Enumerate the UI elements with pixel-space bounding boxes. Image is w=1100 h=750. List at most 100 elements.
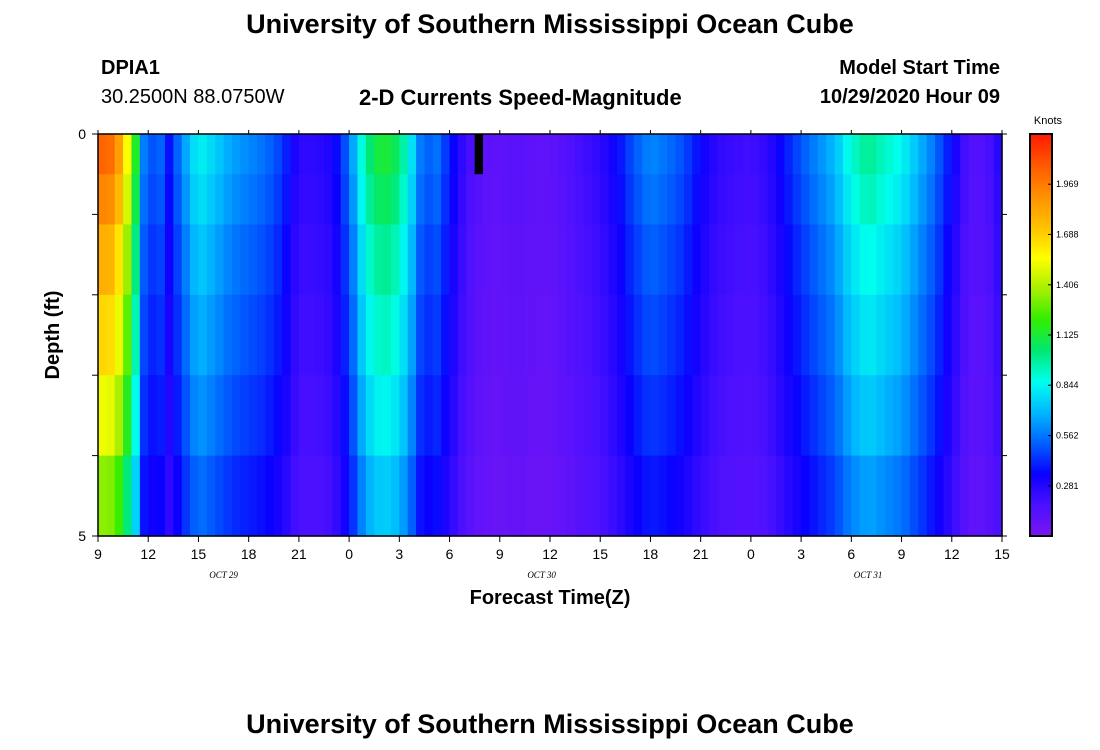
heatmap-cell bbox=[390, 375, 400, 457]
heatmap-cell bbox=[114, 455, 124, 537]
heatmap-cell bbox=[491, 375, 501, 457]
heatmap-cell bbox=[742, 134, 752, 175]
heatmap-cell bbox=[826, 134, 836, 175]
heatmap-cell bbox=[307, 455, 317, 537]
colorbar-swatch bbox=[1030, 443, 1052, 447]
colorbar-swatch bbox=[1030, 477, 1052, 481]
colorbar-swatch bbox=[1030, 200, 1052, 203]
heatmap-cell bbox=[725, 174, 735, 226]
heatmap-cell bbox=[240, 174, 250, 226]
heatmap-cell bbox=[466, 375, 476, 457]
colorbar-swatch bbox=[1030, 431, 1052, 435]
heatmap-cell bbox=[164, 224, 174, 296]
colorbar-swatch bbox=[1030, 154, 1052, 157]
heatmap-cell bbox=[667, 174, 677, 226]
heatmap-cell bbox=[374, 294, 384, 376]
heatmap-cell bbox=[474, 134, 484, 175]
heatmap-cell bbox=[809, 174, 819, 226]
heatmap-cell bbox=[231, 174, 241, 226]
colorbar-swatch bbox=[1030, 170, 1052, 173]
heatmap-cell bbox=[156, 455, 166, 537]
colorbar-swatch bbox=[1030, 411, 1052, 414]
heatmap-cell bbox=[290, 455, 300, 537]
heatmap-cell bbox=[382, 174, 392, 226]
heatmap-cell bbox=[909, 375, 919, 457]
heatmap-cell bbox=[633, 294, 643, 376]
x-tick-label: 6 bbox=[847, 546, 855, 562]
colorbar-swatch bbox=[1030, 347, 1052, 350]
heatmap-cell bbox=[776, 294, 785, 376]
heatmap-cell bbox=[483, 375, 493, 457]
heatmap-cell bbox=[123, 174, 133, 226]
heatmap-cell bbox=[591, 174, 601, 226]
heatmap-cell bbox=[399, 455, 409, 537]
heatmap-cell bbox=[918, 224, 928, 296]
colorbar-swatch bbox=[1030, 184, 1052, 187]
heatmap-cell bbox=[935, 375, 945, 457]
heatmap-cell bbox=[608, 375, 618, 457]
heatmap-cell bbox=[901, 224, 911, 296]
heatmap-cell bbox=[692, 174, 702, 226]
colorbar-swatch bbox=[1030, 527, 1052, 531]
heatmap-cell bbox=[591, 134, 601, 175]
colorbar-swatch bbox=[1030, 260, 1052, 264]
heatmap-cell bbox=[131, 134, 141, 175]
heatmap-cell bbox=[332, 455, 342, 537]
heatmap-cell bbox=[960, 174, 970, 226]
x-axis-title: Forecast Time(Z) bbox=[470, 587, 631, 609]
heatmap-cell bbox=[223, 134, 233, 175]
colorbar-swatch bbox=[1030, 178, 1052, 181]
colorbar-swatch bbox=[1030, 433, 1052, 437]
x-tick-label: 9 bbox=[496, 546, 504, 562]
heatmap-cell bbox=[190, 455, 200, 537]
heatmap-cell bbox=[541, 455, 551, 537]
heatmap-cell bbox=[273, 174, 283, 226]
heatmap-cell bbox=[382, 455, 392, 537]
heatmap-cell bbox=[365, 224, 375, 296]
colorbar-swatch bbox=[1030, 445, 1052, 449]
heatmap-cell bbox=[449, 134, 459, 175]
heatmap-cell bbox=[206, 375, 216, 457]
heatmap-cell bbox=[123, 375, 133, 457]
heatmap-cell bbox=[868, 134, 878, 175]
heatmap-cell bbox=[215, 174, 225, 226]
heatmap-cell bbox=[976, 134, 986, 175]
heatmap-cell bbox=[449, 455, 459, 537]
heatmap-cell bbox=[801, 134, 811, 175]
colorbar-swatch bbox=[1030, 377, 1052, 380]
heatmap-cell bbox=[441, 455, 451, 537]
heatmap-cell bbox=[750, 174, 760, 226]
heatmap-cell bbox=[215, 294, 225, 376]
heatmap-cell bbox=[240, 134, 250, 175]
heatmap-cell bbox=[709, 134, 719, 175]
colorbar-swatch bbox=[1030, 339, 1052, 342]
heatmap-cell bbox=[190, 375, 200, 457]
colorbar-swatch bbox=[1030, 156, 1052, 159]
heatmap-cell bbox=[575, 375, 585, 457]
heatmap-cell bbox=[298, 294, 308, 376]
heatmap-cell bbox=[349, 294, 359, 376]
heatmap-cell bbox=[407, 134, 417, 175]
colorbar-swatch bbox=[1030, 369, 1052, 372]
colorbar-swatch bbox=[1030, 172, 1052, 175]
heatmap-cell bbox=[349, 224, 359, 296]
heatmap-cell bbox=[960, 375, 970, 457]
heatmap-cell bbox=[173, 134, 183, 175]
heatmap-cell bbox=[533, 294, 543, 376]
heatmap-cell bbox=[583, 294, 593, 376]
heatmap-cell bbox=[566, 455, 576, 537]
heatmap-cell bbox=[215, 134, 225, 175]
heatmap-cell bbox=[968, 294, 978, 376]
heatmap-cell bbox=[960, 455, 970, 537]
heatmap-cell bbox=[106, 294, 116, 376]
date-label: OCT 30 bbox=[527, 570, 556, 580]
heatmap-cell bbox=[164, 134, 174, 175]
colorbar-swatch bbox=[1030, 284, 1052, 288]
colorbar-swatch bbox=[1030, 349, 1052, 352]
heatmap-cell bbox=[248, 375, 258, 457]
heatmap-cell bbox=[658, 375, 668, 457]
heatmap-cell bbox=[842, 294, 852, 376]
heatmap-cell bbox=[114, 375, 124, 457]
heatmap-cell bbox=[792, 174, 802, 226]
heatmap-cell bbox=[784, 294, 794, 376]
